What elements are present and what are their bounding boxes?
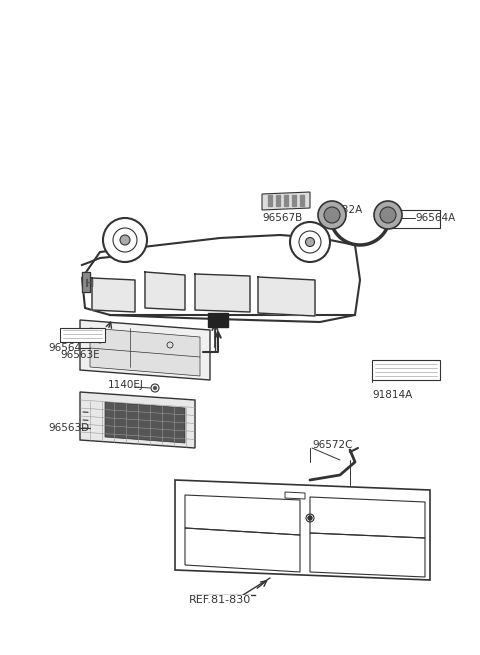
Polygon shape — [388, 210, 440, 228]
Polygon shape — [80, 320, 210, 380]
Polygon shape — [195, 274, 250, 312]
Bar — [284, 199, 288, 202]
Circle shape — [103, 218, 147, 262]
Circle shape — [154, 386, 156, 390]
Text: H: H — [85, 279, 95, 289]
Text: 96563D: 96563D — [48, 423, 89, 433]
Text: 96572C: 96572C — [312, 440, 352, 450]
Polygon shape — [145, 272, 185, 310]
Bar — [208, 313, 228, 327]
Circle shape — [318, 201, 346, 229]
Text: 95432A: 95432A — [322, 205, 362, 215]
Circle shape — [380, 207, 396, 223]
Bar — [284, 203, 288, 206]
Text: 96564: 96564 — [48, 343, 81, 353]
Bar — [276, 195, 280, 198]
Bar — [276, 199, 280, 202]
Bar — [268, 203, 272, 206]
Bar — [284, 195, 288, 198]
Text: 91814A: 91814A — [372, 390, 412, 400]
Bar — [292, 199, 296, 202]
Circle shape — [324, 207, 340, 223]
Text: 96564A: 96564A — [415, 213, 455, 223]
Polygon shape — [90, 328, 200, 376]
Bar — [292, 195, 296, 198]
Circle shape — [120, 235, 130, 245]
Polygon shape — [80, 392, 195, 448]
Circle shape — [290, 222, 330, 262]
Bar — [276, 203, 280, 206]
Polygon shape — [82, 235, 360, 315]
Polygon shape — [372, 360, 440, 380]
Polygon shape — [92, 278, 135, 312]
Polygon shape — [60, 328, 105, 342]
Circle shape — [305, 238, 314, 246]
Text: REF.81-830: REF.81-830 — [189, 595, 251, 605]
Bar — [300, 203, 304, 206]
Circle shape — [374, 201, 402, 229]
Text: 96567B: 96567B — [262, 213, 302, 223]
Bar — [292, 203, 296, 206]
Circle shape — [308, 516, 312, 520]
Polygon shape — [262, 192, 310, 210]
Text: 96563E: 96563E — [60, 350, 100, 360]
Polygon shape — [258, 277, 315, 316]
Bar — [268, 195, 272, 198]
Text: 1140EJ: 1140EJ — [108, 380, 144, 390]
Bar — [300, 195, 304, 198]
Bar — [268, 199, 272, 202]
Bar — [300, 199, 304, 202]
Polygon shape — [105, 402, 185, 443]
Bar — [82, 272, 90, 292]
